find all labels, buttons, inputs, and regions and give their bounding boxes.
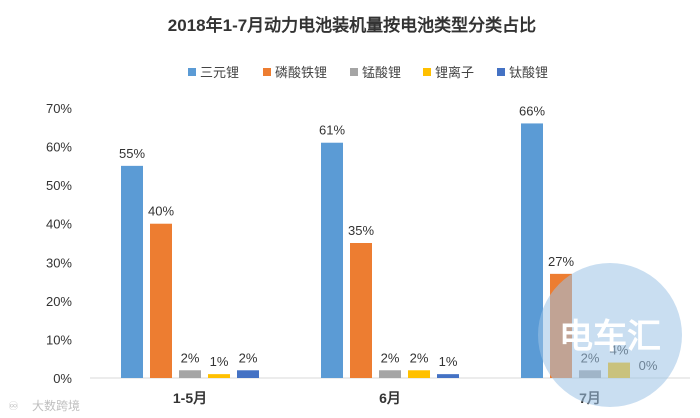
y-tick-label: 40%	[46, 217, 72, 232]
bar-0-1	[321, 142, 343, 378]
data-label: 61%	[319, 123, 345, 138]
x-axis: 1-5月6月7月	[173, 390, 601, 406]
legend-swatch-3	[423, 68, 431, 76]
y-tick-label: 30%	[46, 255, 72, 270]
bar-4-1	[437, 374, 459, 378]
y-tick-label: 70%	[46, 101, 72, 116]
legend-label-4: 钛酸锂	[509, 65, 548, 80]
watermark-circle	[538, 263, 682, 407]
watermark: 电车汇	[538, 263, 682, 407]
bar-0-2	[521, 123, 543, 378]
watermark-text: 电车汇	[559, 318, 661, 356]
data-label: 27%	[548, 254, 574, 269]
brand-text: 大数跨境	[32, 398, 80, 413]
legend-label-0: 三元锂	[200, 65, 239, 80]
data-label: 1%	[439, 354, 458, 369]
data-label: 1%	[210, 354, 229, 369]
x-category-label: 1-5月	[173, 390, 207, 406]
legend: 三元锂 磷酸铁锂 锰酸锂 锂离子 钛酸锂	[188, 65, 548, 80]
data-label: 2%	[239, 350, 258, 365]
data-label: 2%	[410, 350, 429, 365]
x-category-label: 6月	[379, 390, 401, 406]
bar-1-1	[350, 243, 372, 378]
legend-label-3: 锂离子	[435, 65, 474, 80]
bar-4-0	[237, 370, 259, 378]
y-axis: 0% 10% 20% 30% 40% 50% 60% 70%	[46, 101, 72, 386]
y-tick-label: 60%	[46, 140, 72, 155]
legend-swatch-4	[497, 68, 505, 76]
data-label: 66%	[519, 103, 545, 118]
data-label: 55%	[119, 146, 145, 161]
bar-3-0	[208, 374, 230, 378]
legend-swatch-2	[350, 68, 358, 76]
bar-2-1	[379, 370, 401, 378]
y-tick-label: 10%	[46, 332, 72, 347]
data-label: 2%	[381, 350, 400, 365]
brand-icon: ♾	[8, 399, 19, 413]
y-tick-label: 20%	[46, 294, 72, 309]
data-label: 35%	[348, 223, 374, 238]
bar-1-0	[150, 223, 172, 378]
bar-2-0	[179, 370, 201, 378]
legend-swatch-1	[263, 68, 271, 76]
legend-label-1: 磷酸铁锂	[275, 65, 327, 80]
bar-3-1	[408, 370, 430, 378]
y-tick-label: 0%	[53, 371, 72, 386]
data-label: 2%	[181, 350, 200, 365]
bar-0-0	[121, 165, 143, 378]
data-label: 40%	[148, 204, 174, 219]
brand-mark: ♾ 大数跨境	[8, 398, 80, 413]
legend-label-2: 锰酸锂	[362, 65, 401, 80]
chart-title: 2018年1-7月动力电池装机量按电池类型分类占比	[168, 15, 536, 35]
legend-swatch-0	[188, 68, 196, 76]
y-tick-label: 50%	[46, 178, 72, 193]
